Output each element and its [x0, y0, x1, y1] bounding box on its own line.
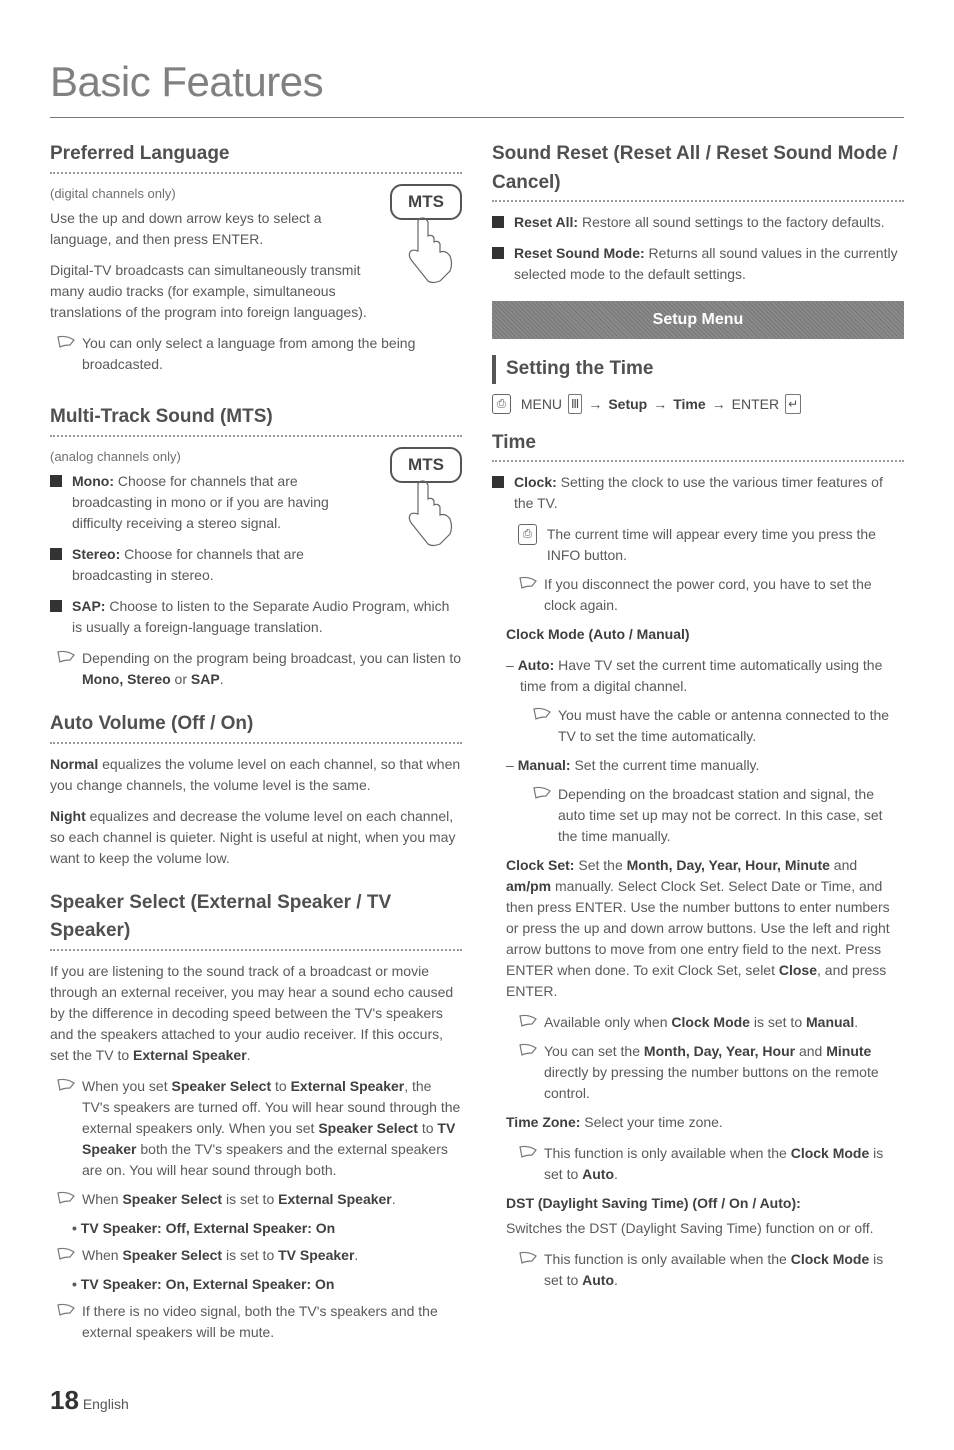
mts-button-graphic-2: MTS	[390, 447, 462, 483]
nav-path: ⎙ MENUⅢ → Setup → Time → ENTER↵	[492, 394, 904, 415]
reset-all-item: Reset All: Restore all sound settings to…	[514, 212, 885, 233]
time-heading: Time	[492, 429, 904, 463]
remote-icon: ⎙	[518, 524, 537, 545]
note-icon	[56, 335, 76, 351]
set-note: You can set the Month, Day, Year, Hour a…	[544, 1041, 904, 1104]
dst-text: Switches the DST (Daylight Saving Time) …	[492, 1218, 904, 1239]
setup-menu-header: Setup Menu	[492, 301, 904, 339]
note-icon	[56, 1247, 76, 1263]
avail-note: Available only when Clock Mode is set to…	[544, 1012, 858, 1033]
info-note: The current time will appear every time …	[547, 524, 904, 566]
speaker-note-3: When Speaker Select is set to TV Speaker…	[82, 1245, 358, 1266]
dst-heading: DST (Daylight Saving Time) (Off / On / A…	[492, 1193, 904, 1214]
setting-time-heading: Setting the Time	[506, 355, 653, 384]
bullet-square	[50, 600, 62, 612]
tz-para: Time Zone: Select your time zone.	[492, 1112, 904, 1133]
bullet-square	[492, 247, 504, 259]
bullet-square	[492, 216, 504, 228]
manual-note: Depending on the broadcast station and s…	[558, 784, 904, 847]
note-icon	[518, 1251, 538, 1267]
clock-set-para: Clock Set: Set the Month, Day, Year, Hou…	[492, 855, 904, 1002]
bullet-square	[492, 476, 504, 488]
note-icon	[56, 650, 76, 666]
clock-item: Clock: Setting the clock to use the vari…	[514, 472, 904, 514]
speaker-select-p1: If you are listening to the sound track …	[50, 961, 462, 1066]
dst-note: This function is only available when the…	[544, 1249, 904, 1291]
disconnect-note: If you disconnect the power cord, you ha…	[544, 574, 904, 616]
mts-remote-illustration: MTS	[390, 184, 462, 302]
mts-button-graphic: MTS	[390, 184, 462, 220]
page-title: Basic Features	[50, 50, 904, 118]
remote-icon: ⎙	[492, 394, 511, 415]
reset-mode-item: Reset Sound Mode: Returns all sound valu…	[514, 243, 904, 285]
note-icon	[518, 1145, 538, 1161]
mts-remote-illustration-2: MTS	[390, 447, 462, 565]
bullet-square	[50, 475, 62, 487]
preferred-language-heading: Preferred Language	[50, 140, 462, 174]
mts-mono-item: Mono: Choose for channels that are broad…	[72, 471, 378, 534]
enter-icon: ↵	[785, 394, 801, 414]
auto-volume-heading: Auto Volume (Off / On)	[50, 710, 462, 744]
hand-icon	[390, 479, 462, 559]
note-icon	[518, 1014, 538, 1030]
mts-stereo-item: Stereo: Choose for channels that are bro…	[72, 544, 378, 586]
speaker-sub-1: TV Speaker: Off, External Speaker: On	[50, 1218, 462, 1239]
speaker-select-heading: Speaker Select (External Speaker / TV Sp…	[50, 889, 462, 951]
speaker-sub-2: TV Speaker: On, External Speaker: On	[50, 1274, 462, 1295]
auto-note: You must have the cable or antenna conne…	[558, 705, 904, 747]
left-column: Preferred Language MTS (digital channels…	[50, 140, 462, 1351]
note-icon	[518, 1043, 538, 1059]
mts-note: Depending on the program being broadcast…	[82, 648, 462, 690]
note-icon	[56, 1191, 76, 1207]
footer-lang: English	[83, 1396, 129, 1412]
section-marker	[492, 355, 496, 384]
auto-volume-normal: Normal equalizes the volume level on eac…	[50, 754, 462, 796]
auto-volume-night: Night equalizes and decrease the volume …	[50, 806, 462, 869]
note-icon	[56, 1078, 76, 1094]
page-footer: 18 English	[50, 1381, 904, 1420]
note-icon	[532, 707, 552, 723]
right-column: Sound Reset (Reset All / Reset Sound Mod…	[492, 140, 904, 1351]
note-icon	[518, 576, 538, 592]
tz-note: This function is only available when the…	[544, 1143, 904, 1185]
auto-item: – Auto: Have TV set the current time aut…	[506, 655, 904, 697]
note-icon	[532, 786, 552, 802]
manual-item: – Manual: Set the current time manually.	[506, 755, 904, 776]
mts-heading: Multi-Track Sound (MTS)	[50, 403, 462, 437]
sound-reset-heading: Sound Reset (Reset All / Reset Sound Mod…	[492, 140, 904, 202]
page-number: 18	[50, 1385, 79, 1415]
clock-mode-heading: Clock Mode (Auto / Manual)	[492, 624, 904, 645]
note-icon	[56, 1303, 76, 1319]
hand-icon	[390, 216, 462, 296]
speaker-note-2: When Speaker Select is set to External S…	[82, 1189, 396, 1210]
bullet-square	[50, 548, 62, 560]
speaker-note-1: When you set Speaker Select to External …	[82, 1076, 462, 1181]
preferred-language-note: You can only select a language from amon…	[82, 333, 462, 375]
mts-sap-item: SAP: Choose to listen to the Separate Au…	[72, 596, 462, 638]
speaker-note-4: If there is no video signal, both the TV…	[82, 1301, 462, 1343]
menu-icon: Ⅲ	[568, 394, 582, 414]
